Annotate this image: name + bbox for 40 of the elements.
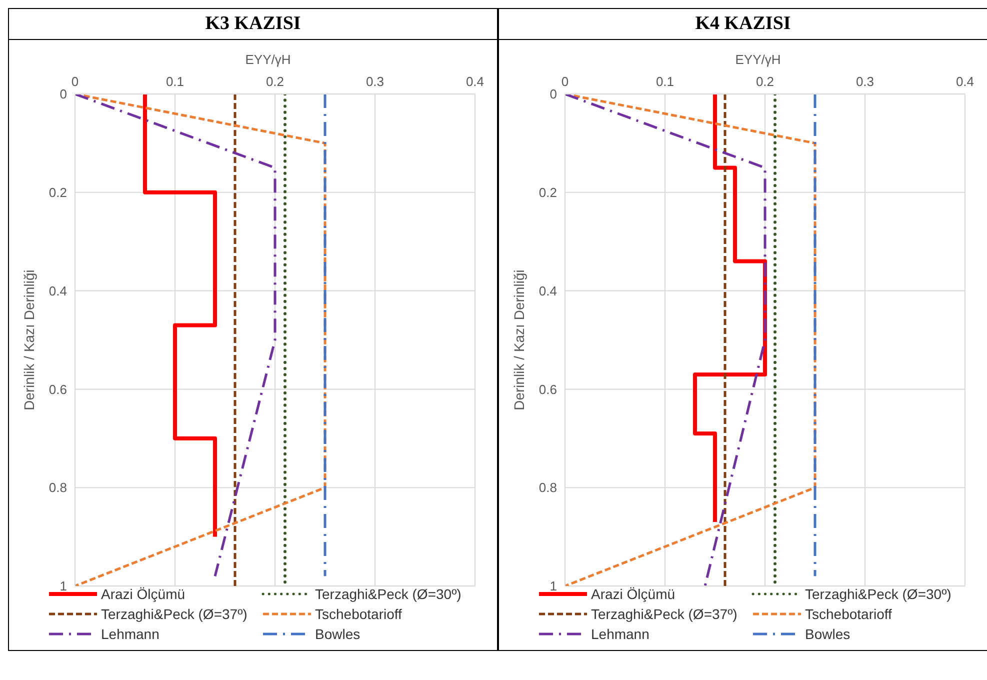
x-tick-label: 0 <box>71 74 79 89</box>
x-tick-label: 0.4 <box>956 74 974 89</box>
legend-label: Terzaghi&Peck (Ø=30º) <box>315 586 462 602</box>
x-tick-label: 0.1 <box>656 74 674 89</box>
x-tick-label: 0.3 <box>366 74 384 89</box>
legend-label: Terzaghi&Peck (Ø=30º) <box>805 586 952 602</box>
x-tick-label: 0 <box>561 74 569 89</box>
legend-label: Arazi Ölçümü <box>101 586 186 602</box>
x-axis-title: EYY/γH <box>734 52 782 67</box>
y-tick-label: 1 <box>550 578 557 594</box>
chart-title: K4 KAZISI <box>499 9 987 40</box>
legend-label: Lehmann <box>591 626 650 642</box>
x-tick-label: 0.2 <box>266 74 284 89</box>
y-axis-title: Derinlik / Kazı Derinliği <box>510 270 527 410</box>
y-tick-label: 0.8 <box>48 480 67 496</box>
legend-label: Bowles <box>805 626 850 642</box>
legend-label: Tschebotarioff <box>315 606 402 622</box>
y-tick-label: 0.2 <box>538 185 557 200</box>
y-tick-label: 0.4 <box>48 283 67 298</box>
y-tick-label: 0.4 <box>538 283 557 298</box>
x-tick-label: 0.1 <box>166 74 184 89</box>
legend-label: Tschebotarioff <box>805 606 892 622</box>
y-tick-label: 0.2 <box>48 185 67 200</box>
y-tick-label: 0 <box>550 86 557 102</box>
y-tick-label: 0.6 <box>48 382 67 397</box>
x-tick-label: 0.2 <box>756 74 774 89</box>
x-tick-label: 0.4 <box>466 74 484 89</box>
x-tick-label: 0.3 <box>856 74 874 89</box>
legend-label: Bowles <box>315 626 360 642</box>
chart-title: K3 KAZISI <box>9 9 497 40</box>
legend-label: Lehmann <box>101 626 160 642</box>
legend-label: Terzaghi&Peck (Ø=37º) <box>591 606 738 622</box>
y-tick-label: 0 <box>60 86 67 102</box>
y-tick-label: 0.6 <box>538 382 557 397</box>
legend-label: Arazi Ölçümü <box>591 586 676 602</box>
y-axis-title: Derinlik / Kazı Derinliği <box>20 270 37 410</box>
x-axis-title: EYY/γH <box>244 52 292 67</box>
y-tick-label: 0.8 <box>538 480 557 496</box>
y-tick-label: 1 <box>60 578 67 594</box>
legend-label: Terzaghi&Peck (Ø=37º) <box>101 606 248 622</box>
